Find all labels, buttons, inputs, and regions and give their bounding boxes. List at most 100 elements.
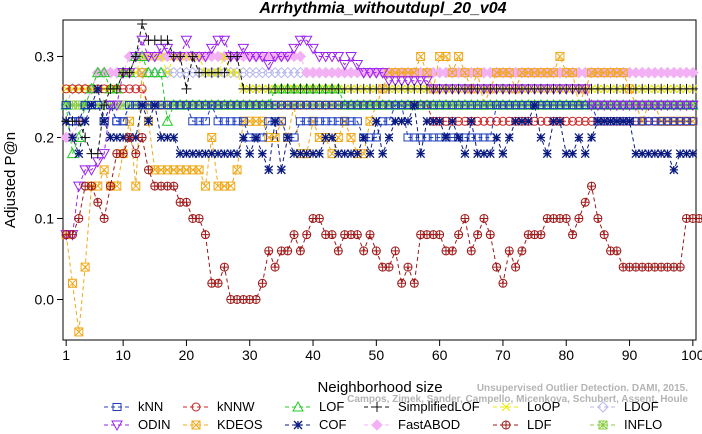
point-knn xyxy=(378,101,388,110)
legend-label: SimplifiedLOF xyxy=(398,399,480,414)
watermark-line-2: Campos, Zimek, Sander, Campello, Micenko… xyxy=(347,394,688,405)
point-cof xyxy=(504,133,514,142)
point-cof xyxy=(162,133,172,142)
point-odin xyxy=(85,165,98,176)
point-odin xyxy=(661,100,674,112)
point-knn xyxy=(492,101,502,110)
point-knn xyxy=(175,101,185,110)
point-knn xyxy=(416,133,426,142)
point-lof xyxy=(98,66,110,78)
point-ldf xyxy=(403,262,413,272)
point-cof xyxy=(688,149,698,159)
x-tick-label: 70 xyxy=(495,347,511,363)
x-axis-label: Neighborhood size xyxy=(317,379,442,396)
point-cof xyxy=(530,100,540,110)
point-cof xyxy=(87,100,96,110)
point-knn xyxy=(207,101,217,110)
point-cof xyxy=(371,116,381,126)
x-tick-label: 40 xyxy=(305,347,321,363)
point-simplifiedlof xyxy=(99,100,110,111)
point-ldf xyxy=(460,213,470,223)
point-ldf xyxy=(200,230,210,240)
x-tick-label: 90 xyxy=(622,347,638,363)
point-cof xyxy=(321,133,331,142)
point-ldf xyxy=(574,213,584,223)
point-knnw xyxy=(137,84,147,94)
point-fastabod xyxy=(294,50,307,63)
point-cof xyxy=(485,149,495,159)
legend-marker xyxy=(501,402,511,412)
point-knn xyxy=(428,133,438,142)
point-cof xyxy=(175,149,185,159)
point-ldf xyxy=(359,246,369,256)
point-knnw xyxy=(580,116,590,126)
point-cof xyxy=(549,116,559,126)
point-cof xyxy=(359,133,369,142)
legend-item-simplifiedlof: SimplifiedLOF xyxy=(364,399,480,414)
point-knn xyxy=(479,101,489,110)
point-knn xyxy=(302,117,312,126)
point-odin xyxy=(313,51,326,63)
point-knn xyxy=(346,101,356,110)
point-cof xyxy=(207,149,217,159)
point-knn xyxy=(479,133,489,142)
point-ldf xyxy=(74,213,84,223)
point-ldf xyxy=(568,230,578,240)
point-knn xyxy=(276,101,286,110)
point-kdeos xyxy=(99,165,109,175)
point-knn xyxy=(188,117,198,126)
point-odin xyxy=(148,51,161,63)
point-loop xyxy=(156,52,166,61)
point-knn xyxy=(213,117,223,126)
point-knn xyxy=(219,117,229,126)
point-cof xyxy=(346,149,356,159)
legend-item-knn: kNN xyxy=(104,399,163,414)
point-cof xyxy=(403,116,413,126)
point-ldf xyxy=(137,132,147,142)
point-knn xyxy=(188,101,198,110)
point-ldf xyxy=(580,197,590,207)
x-axis: 1 10 20 30 40 50 60 70 80 90 100 xyxy=(62,339,702,363)
point-ldf xyxy=(397,278,407,288)
legend-marker xyxy=(293,420,303,430)
point-kdeos xyxy=(74,327,84,337)
point-ldf xyxy=(289,230,299,240)
point-odin xyxy=(338,60,351,71)
legend-label: ODIN xyxy=(138,417,171,432)
point-simplifiedlof xyxy=(219,67,230,78)
y-tick-label: 0.0 xyxy=(35,291,55,307)
point-cof xyxy=(492,133,502,142)
point-knnw xyxy=(479,116,489,126)
legend-label: LDOF xyxy=(624,399,659,414)
point-ldf xyxy=(327,230,337,240)
point-knn xyxy=(232,117,242,126)
point-ldf xyxy=(99,213,109,223)
point-cof xyxy=(568,149,578,159)
point-knn xyxy=(511,101,521,110)
point-kdeos xyxy=(232,165,242,175)
point-knn xyxy=(352,117,362,126)
point-ldf xyxy=(181,197,191,207)
point-cof xyxy=(479,149,489,159)
point-loop xyxy=(226,68,236,78)
point-odin xyxy=(142,51,155,63)
point-knn xyxy=(675,117,685,126)
point-knn xyxy=(669,117,679,126)
point-odin xyxy=(199,51,212,63)
point-simplifiedlof xyxy=(687,83,698,94)
point-odin xyxy=(395,76,408,87)
point-odin xyxy=(256,51,269,63)
point-kdeos xyxy=(555,51,565,61)
legend-marker xyxy=(501,420,511,430)
point-cof xyxy=(555,116,565,126)
point-cof xyxy=(80,116,90,126)
point-cof xyxy=(422,116,432,126)
point-ldf xyxy=(435,230,445,240)
point-knnw xyxy=(61,84,71,94)
legend-item-lof: LOF xyxy=(285,399,344,414)
point-odin xyxy=(326,51,338,63)
point-cof xyxy=(409,100,419,110)
point-cof xyxy=(150,100,160,110)
point-cof xyxy=(112,133,122,142)
